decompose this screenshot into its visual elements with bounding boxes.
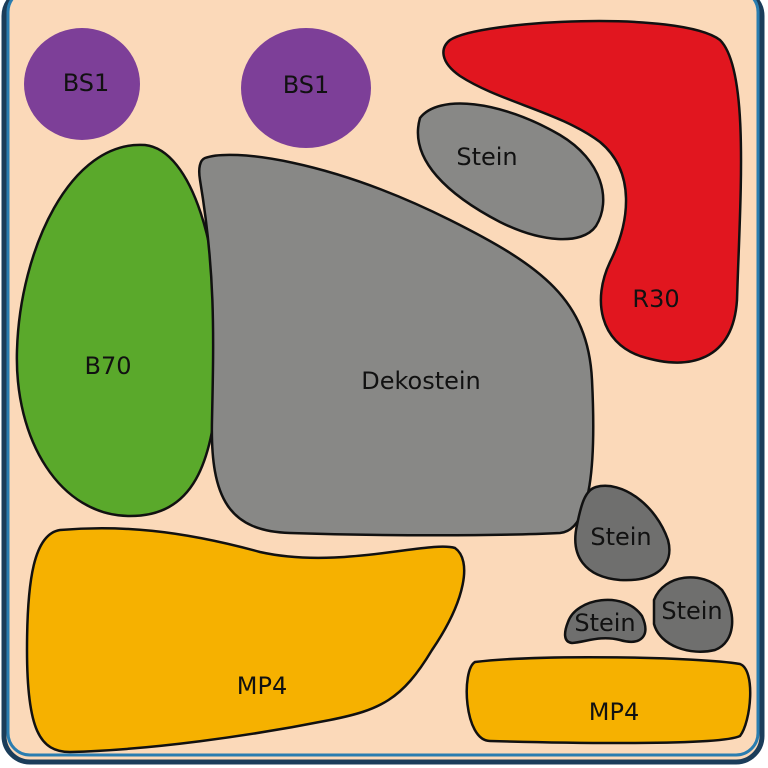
label-stein-small-left: Stein [574,609,635,637]
area-mp4-right [465,655,752,745]
area-r30 [442,19,743,364]
label-bs1-right: BS1 [283,71,330,99]
label-mp4-right: MP4 [589,698,639,726]
area-stein-small-right [652,576,734,653]
area-dekostein [197,153,595,537]
area-bs1-right [241,28,371,148]
label-mp4-left: MP4 [237,672,287,700]
label-r30: R30 [632,285,679,313]
area-stein-small-left [563,598,647,645]
label-stein-mid: Stein [590,523,651,551]
area-stein-top [416,102,605,241]
area-mp4-left [25,527,466,754]
label-dekostein: Dekostein [361,367,481,395]
label-b70: B70 [84,352,131,380]
label-stein-small-right: Stein [661,597,722,625]
area-stein-mid [574,484,671,582]
area-bs1-left [24,28,140,140]
tank-outline-inner [6,0,760,757]
label-bs1-left: BS1 [63,69,110,97]
label-stein-top: Stein [456,143,517,171]
